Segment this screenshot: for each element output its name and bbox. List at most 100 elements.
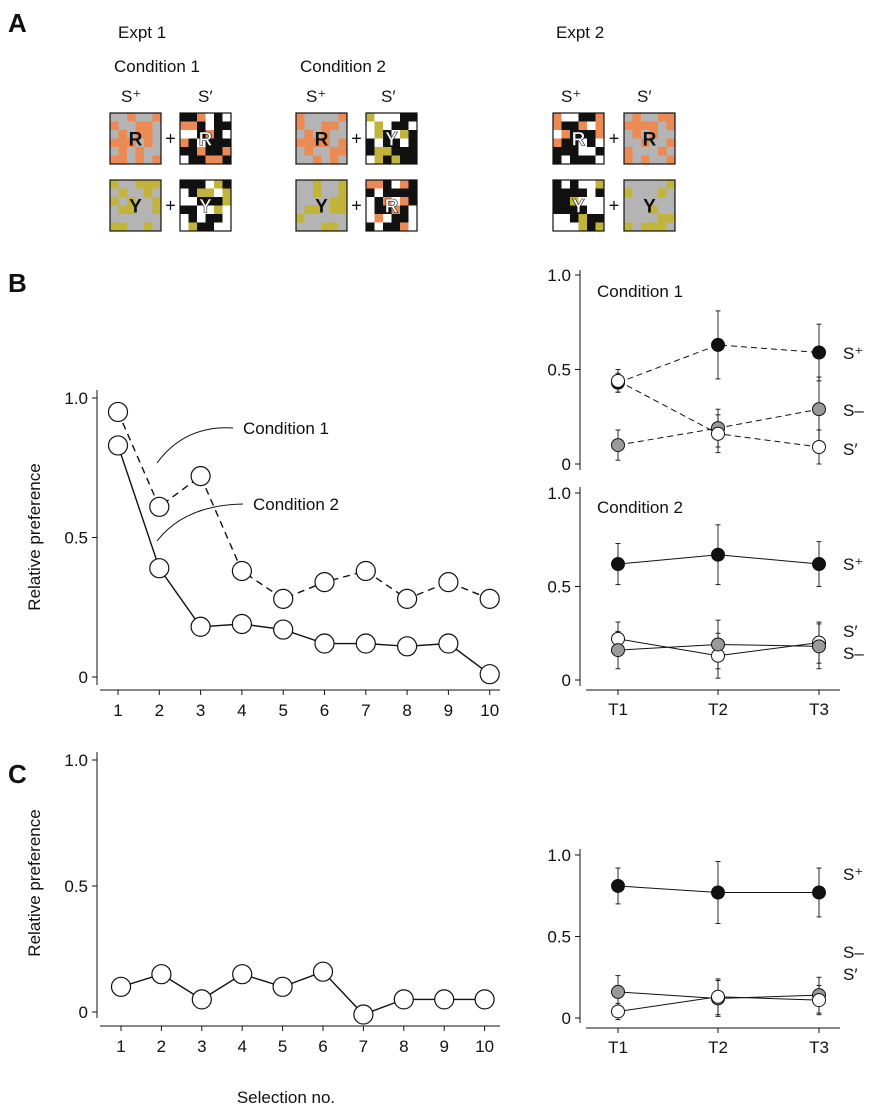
stimulus-cell [118,222,128,232]
stimulus-cell [197,155,206,165]
data-point-1 [812,885,826,900]
stimulus-cell [152,121,162,131]
stimulus-cell [570,138,579,148]
stimulus-cell [632,155,642,165]
stimulus-cell [144,180,153,189]
stimulus-cell [214,188,223,198]
c2-splus-label: S⁺ [306,87,326,106]
stimulus-cell [330,155,339,165]
stimulus-e2-left: Y [552,179,605,232]
stimulus-cell [632,188,642,198]
stimulus-letter: R [643,130,657,151]
stimulus-cell [649,197,659,206]
stimulus-cell [587,205,596,215]
data-point-3 [812,993,826,1008]
stimulus-letter: Y [572,197,585,218]
stimulus-cell [188,113,198,122]
stimulus-cell [135,197,145,206]
stimulus-cell [188,130,198,139]
stimulus-cell [135,130,145,139]
stimulus-cell [127,147,136,156]
stimulus-cell [578,130,588,139]
stimulus-letter: R [129,130,143,151]
stimulus-cell [330,214,339,223]
stimulus-cell [222,147,232,156]
stimulus-cell [632,138,642,148]
stimulus-cell [641,222,650,232]
data-point-1 [151,964,172,985]
stimulus-cell [595,155,605,165]
stimulus-cell [595,197,605,206]
stimulus-cell [561,180,571,189]
stimulus-cell [383,222,392,232]
stimulus-cell [658,205,667,215]
data-point-1 [149,496,170,517]
y-axis-label: Relative preference [25,809,44,956]
stimulus-cell [553,214,562,223]
stimulus-cell [632,180,642,189]
stimulus-cell [578,138,588,148]
stimulus-cell [658,214,667,223]
stimulus-cell [296,130,305,139]
stimulus-cell [391,188,401,198]
stimulus-cell [188,197,198,206]
stimulus-cell [135,222,145,232]
stimulus-cell [127,180,136,189]
stimulus-cell [587,197,596,206]
stimulus-cell [144,138,153,148]
stimulus-cell [561,138,571,148]
stimulus-cell [222,121,232,131]
plus-sign: + [609,129,620,149]
stimulus-cell [553,197,562,206]
stimulus-cell [296,197,305,206]
stimulus-cell [366,188,375,198]
stimulus-cell [205,113,215,122]
stimulus-cell [400,130,409,139]
stimulus-cell [587,188,596,198]
stimulus-cell [383,130,392,139]
series-label: S⁺ [843,555,863,574]
stimulus-cell [214,197,223,206]
stimulus-cell [658,188,667,198]
stimulus-cell [214,222,223,232]
stimulus-cell [330,197,339,206]
stimulus-cell [595,205,605,215]
stimulus-cell [383,188,392,198]
stimulus-cell [205,205,215,215]
y-tick-label: 0.5 [547,578,571,597]
stimulus-cell [118,188,128,198]
stimulus-cell [658,222,667,232]
stimulus-cell [666,205,676,215]
stimulus-cell [666,188,676,198]
stimulus-c1-left: Y [109,179,162,232]
stimulus-cell [152,188,162,198]
stimulus-cell [641,205,650,215]
stimulus-cell [135,180,145,189]
e2-sprime-label: S′ [637,87,652,106]
stimulus-cell [624,222,633,232]
data-point-2 [190,616,211,637]
stimulus-cell [400,155,409,165]
condition2-callout: Condition 2 [253,495,339,514]
data-point-2 [812,402,826,417]
stimulus-cell [313,222,322,232]
stimulus-cell [624,147,633,156]
stimulus-cell [658,113,667,122]
stimulus-c1-right: Y [179,179,232,232]
plus-sign: + [165,129,176,149]
data-point-1 [438,572,459,593]
stimulus-cell [330,130,339,139]
stimulus-cell [383,205,392,215]
plus-sign: + [351,129,362,149]
series-line-1 [117,411,490,600]
stimulus-cell [366,214,375,223]
stimulus-border [552,112,605,165]
stimulus-cell [180,130,189,139]
stimulus-cell [110,214,119,223]
stimulus-cell [338,155,348,165]
stimulus-cell [127,113,136,122]
x-tick-label: 7 [361,701,370,720]
stimulus-cell [561,147,571,156]
stimulus-cell [649,138,659,148]
stimulus-cell [321,130,331,139]
